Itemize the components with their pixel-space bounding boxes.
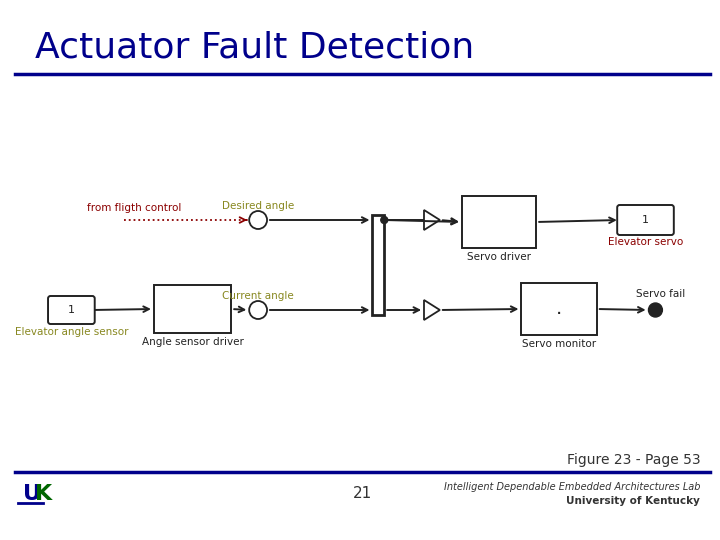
Bar (521, 283, 597, 335)
Text: 1: 1 (642, 215, 649, 225)
Text: Figure 23 - Page 53: Figure 23 - Page 53 (567, 453, 700, 467)
Bar (372, 215, 384, 315)
Polygon shape (424, 300, 440, 320)
Text: K: K (35, 484, 52, 504)
Text: Servo fail: Servo fail (636, 289, 685, 299)
Circle shape (649, 303, 662, 317)
Bar (154, 285, 231, 333)
Text: University of Kentucky: University of Kentucky (566, 496, 700, 506)
Text: Actuator Fault Detection: Actuator Fault Detection (35, 31, 474, 65)
Circle shape (249, 211, 267, 229)
Text: Servo driver: Servo driver (467, 252, 531, 262)
Text: 1: 1 (68, 305, 75, 315)
Text: Desired angle: Desired angle (222, 201, 294, 211)
Text: Elevator servo: Elevator servo (608, 237, 683, 247)
Text: Current angle: Current angle (222, 291, 294, 301)
Text: from fligth control: from fligth control (87, 203, 181, 213)
Polygon shape (424, 210, 440, 230)
Text: .: . (556, 300, 562, 319)
FancyBboxPatch shape (617, 205, 674, 235)
Text: Intelligent Dependable Embedded Architectures Lab: Intelligent Dependable Embedded Architec… (444, 482, 700, 492)
Bar (462, 196, 536, 248)
Text: Angle sensor driver: Angle sensor driver (142, 337, 243, 347)
FancyBboxPatch shape (48, 296, 95, 324)
Circle shape (249, 301, 267, 319)
Text: Elevator angle sensor: Elevator angle sensor (14, 327, 128, 337)
Text: Servo monitor: Servo monitor (522, 339, 596, 349)
Text: 21: 21 (353, 487, 372, 502)
Text: U: U (23, 484, 41, 504)
Circle shape (381, 217, 388, 224)
